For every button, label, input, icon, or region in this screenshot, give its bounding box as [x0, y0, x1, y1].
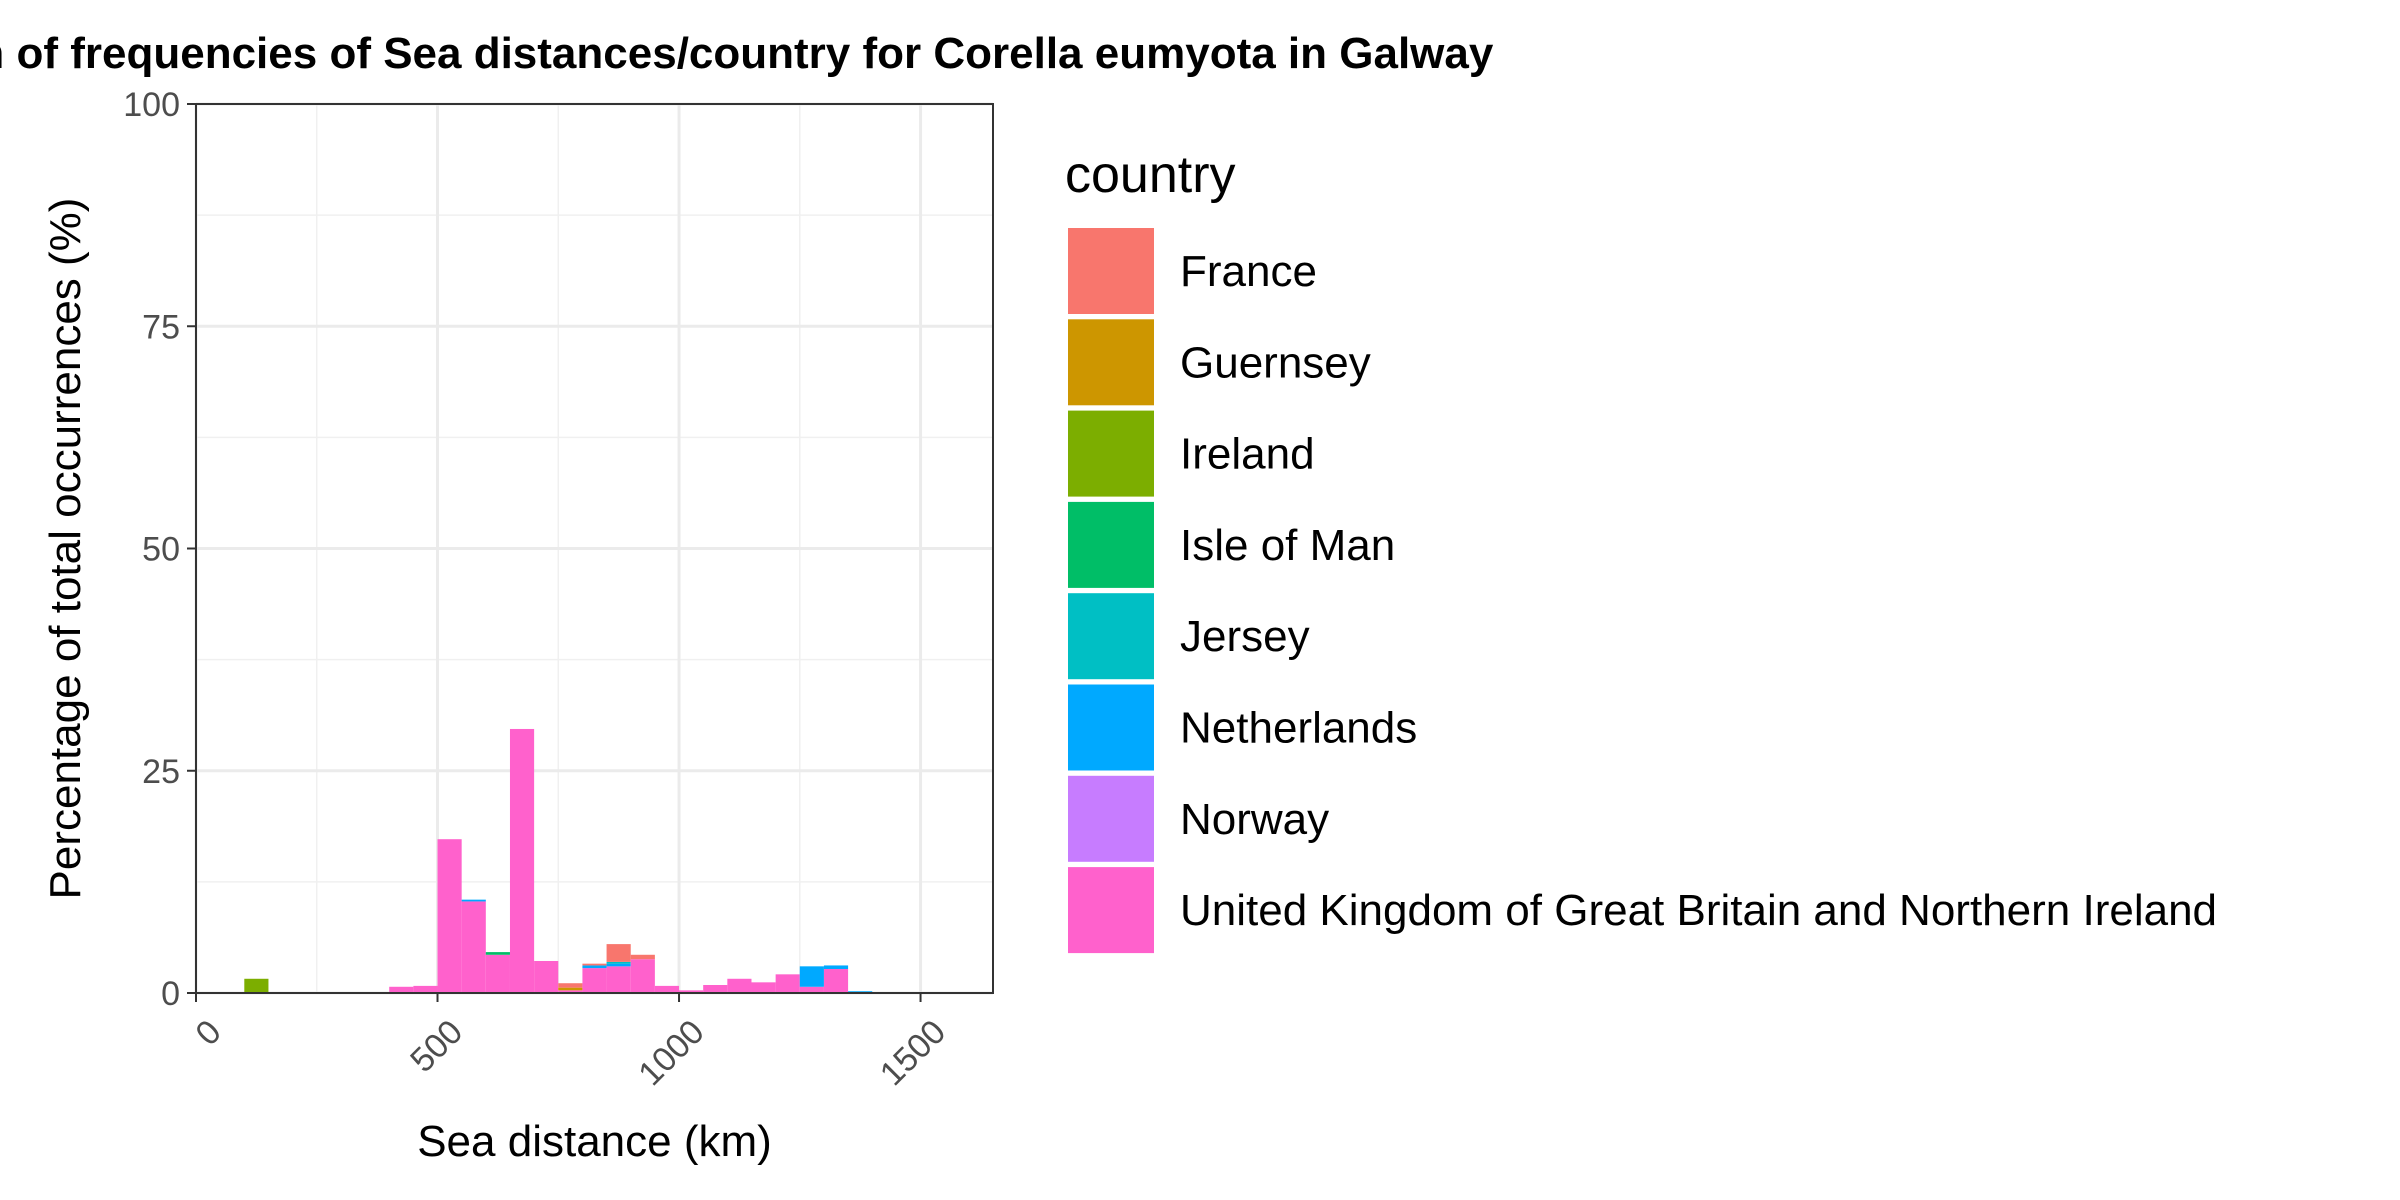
- bar-segment: [389, 986, 414, 993]
- legend-key: [1068, 684, 1154, 771]
- bar-segment: [582, 968, 607, 993]
- legend-key: [1068, 228, 1154, 314]
- bar-segment: [582, 963, 607, 966]
- bar-segment: [799, 966, 824, 987]
- legend-key: [1068, 501, 1154, 588]
- bar-segment: [630, 954, 655, 960]
- bar-segment: [461, 899, 486, 902]
- bar-segment: [558, 990, 583, 993]
- bar-segment: [703, 984, 728, 993]
- legend-label: Guernsey: [1180, 338, 1371, 387]
- legend-label: Netherlands: [1180, 704, 1417, 753]
- bar-segment: [461, 901, 486, 993]
- bar-segment: [799, 986, 824, 993]
- legend-label: United Kingdom of Great Britain and Nort…: [1180, 886, 2217, 935]
- bar-segment: [509, 728, 535, 993]
- y-tick-label: 75: [142, 308, 180, 346]
- bars: [244, 728, 873, 993]
- bar-segment: [606, 963, 631, 967]
- y-tick-label: 0: [161, 975, 180, 1013]
- legend-key: [1068, 319, 1154, 406]
- bar-segment: [244, 978, 269, 993]
- bar-segment: [679, 990, 704, 993]
- y-tick-label: 100: [123, 86, 180, 124]
- bar-segment: [582, 965, 607, 969]
- bar-segment: [606, 961, 631, 964]
- legend-key: [1068, 867, 1154, 954]
- bar-segment: [437, 839, 462, 993]
- x-tick-label: 0: [188, 1013, 228, 1053]
- y-tick-label: 25: [142, 753, 180, 791]
- legend-label: Ireland: [1180, 430, 1315, 479]
- y-axis-label: Percentage of total occurrences (%): [41, 198, 90, 900]
- bar-segment: [630, 959, 655, 993]
- bar-segment: [727, 978, 752, 993]
- bar-segment: [775, 974, 800, 993]
- bar-segment: [654, 985, 680, 993]
- x-tick-label: 1000: [631, 1013, 711, 1093]
- y-tick-label: 50: [142, 531, 180, 569]
- legend-key: [1068, 593, 1154, 680]
- legend-label: Isle of Man: [1180, 521, 1395, 570]
- legend-title: country: [1065, 146, 1236, 204]
- bar-segment: [413, 985, 438, 993]
- chart-title: Histogram of frequencies of Sea distance…: [0, 29, 1494, 78]
- bar-segment: [534, 960, 559, 993]
- bar-segment: [823, 965, 849, 969]
- legend-label: Jersey: [1180, 612, 1310, 661]
- bar-segment: [485, 954, 510, 993]
- bar-segment: [485, 952, 510, 955]
- bar-segment: [606, 966, 631, 993]
- legend-key: [1068, 410, 1154, 497]
- x-axis-label: Sea distance (km): [417, 1117, 772, 1166]
- bar-segment: [558, 983, 583, 988]
- bar-segment: [751, 982, 776, 993]
- bar-segment: [558, 987, 583, 991]
- legend-label: Norway: [1180, 795, 1329, 844]
- bar-segment: [823, 968, 849, 993]
- x-tick-label: 1500: [873, 1013, 953, 1093]
- legend-key: [1068, 775, 1154, 862]
- legend-items: France Guernsey Ireland Isle of Man Jersey Ne…: [1068, 228, 2217, 954]
- x-tick-label: 500: [403, 1013, 470, 1080]
- bar-segment: [606, 944, 631, 962]
- legend: country France Guernsey Ireland Isle of Man…: [1065, 146, 2217, 954]
- legend-label: France: [1180, 247, 1317, 296]
